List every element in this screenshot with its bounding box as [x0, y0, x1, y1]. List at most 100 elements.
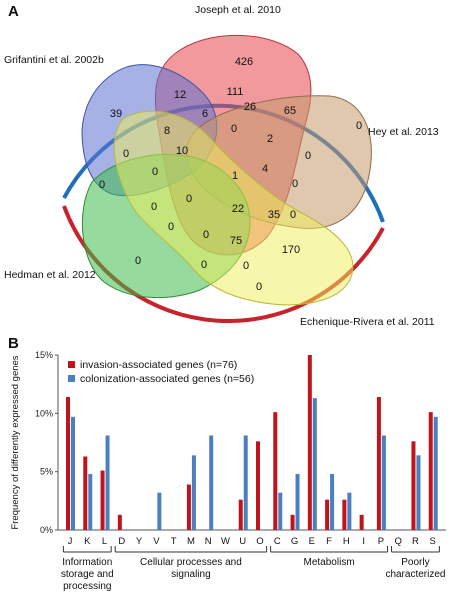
- bar-colonization-V: [157, 492, 162, 530]
- x-tick-label: N: [205, 536, 212, 547]
- y-tick-label: 15%: [35, 350, 53, 360]
- x-tick-label: V: [153, 536, 160, 547]
- bar-colonization-J: [71, 416, 75, 530]
- set-label-grifantini: Grifantini et al. 2002b: [4, 54, 104, 66]
- group-label: Metabolism: [304, 557, 355, 568]
- set-label-hey: Hey et al. 2013: [368, 126, 439, 138]
- venn-count: 0: [152, 166, 158, 178]
- group-label: processing: [63, 581, 111, 592]
- y-tick-label: 5%: [40, 467, 53, 477]
- set-label-hedman: Hedman et al. 2012: [4, 269, 96, 281]
- group-label: Information: [62, 557, 112, 568]
- x-tick-label: G: [291, 536, 298, 547]
- venn-count: 0: [99, 179, 105, 191]
- x-tick-label: J: [68, 536, 73, 547]
- venn-count: 111: [227, 86, 244, 98]
- x-tick-label: H: [343, 536, 350, 547]
- venn-diagram: Joseph et al. 2010 Grifantini et al. 200…: [4, 4, 439, 328]
- venn-count: 75: [230, 235, 242, 247]
- set-label-joseph: Joseph et al. 2010: [195, 4, 281, 16]
- venn-count: 0: [305, 150, 311, 162]
- venn-count: 39: [110, 108, 122, 120]
- venn-set-echenique: [113, 110, 354, 306]
- bar-colonization-U: [243, 435, 248, 530]
- venn-count: 4: [262, 163, 268, 175]
- group-label: Poorly: [401, 557, 429, 568]
- venn-count: 6: [202, 108, 208, 120]
- x-tick-label: M: [187, 536, 195, 547]
- bar-chart: 0% 5% 10% 15% Frequency of differently expre…: [10, 350, 446, 592]
- panel-a-label: A: [8, 3, 19, 20]
- x-tick-label: C: [274, 536, 281, 547]
- bar-invasion-P: [376, 397, 381, 530]
- bar-invasion-L: [100, 470, 105, 530]
- legend-swatch: [68, 375, 75, 382]
- bar-invasion-U: [238, 499, 243, 530]
- bar-colonization-F: [330, 474, 335, 530]
- bar-colonization-L: [105, 435, 110, 530]
- x-tick-label: W: [221, 536, 230, 547]
- bar-invasion-C: [273, 412, 278, 530]
- bar-colonization-S: [433, 416, 438, 530]
- venn-count: 0: [168, 221, 174, 233]
- panel-b-label: B: [8, 335, 19, 352]
- venn-count: 0: [201, 259, 207, 271]
- venn-count: 0: [256, 281, 262, 293]
- venn-count: 10: [176, 145, 188, 157]
- set-label-echenique: Echenique-Rivera et al. 2011: [300, 316, 435, 328]
- bar-colonization-E: [312, 398, 317, 530]
- bar-colonization-R: [416, 455, 421, 530]
- bar-colonization-N: [209, 435, 214, 530]
- x-tick-label: I: [362, 536, 365, 547]
- x-tick-label: Q: [394, 536, 401, 547]
- bar-colonization-P: [381, 435, 386, 530]
- legend-label: invasion-associated genes (n=76): [80, 359, 237, 371]
- bar-invasion-O: [256, 441, 260, 530]
- venn-count: 1: [232, 170, 238, 182]
- y-axis-label: Frequency of differently expressed genes: [10, 355, 21, 529]
- venn-count: 35: [268, 209, 280, 221]
- venn-count: 0: [290, 209, 296, 221]
- group-label: storage and: [61, 569, 114, 580]
- venn-count: 22: [232, 203, 244, 215]
- group-label: characterized: [385, 569, 445, 580]
- bar-colonization-K: [88, 474, 93, 530]
- x-tick-label: K: [84, 536, 91, 547]
- venn-count: 0: [231, 123, 237, 135]
- venn-count: 65: [284, 105, 296, 117]
- group-label: Cellular processes and: [140, 557, 242, 568]
- bar-colonization-G: [295, 474, 300, 530]
- venn-count: 0: [135, 255, 141, 267]
- venn-count: 0: [292, 178, 298, 190]
- group-label: signaling: [171, 569, 210, 580]
- x-tick-label: L: [102, 536, 107, 547]
- legend-swatch: [68, 361, 75, 368]
- x-tick-label: Y: [136, 536, 143, 547]
- venn-count: 426: [235, 56, 253, 68]
- bar-invasion-J: [66, 397, 70, 530]
- y-tick-label: 0%: [40, 525, 53, 535]
- x-tick-label: E: [309, 536, 315, 547]
- x-tick-label: R: [412, 536, 419, 547]
- bar-invasion-H: [342, 499, 347, 530]
- x-tick-label: D: [118, 536, 125, 547]
- bar-invasion-G: [290, 514, 295, 530]
- venn-count: 0: [356, 120, 362, 132]
- bar-colonization-M: [191, 455, 196, 530]
- venn-count: 0: [151, 201, 157, 213]
- venn-count: 0: [186, 193, 192, 205]
- legend-label: colonization-associated genes (n=56): [80, 373, 254, 385]
- x-tick-label: S: [430, 536, 436, 547]
- bar-colonization-H: [347, 492, 352, 530]
- bar-invasion-S: [428, 412, 433, 530]
- bar-invasion-R: [411, 441, 416, 530]
- venn-count: 12: [174, 89, 186, 101]
- bar-invasion-F: [325, 499, 330, 530]
- venn-count: 0: [243, 260, 249, 272]
- venn-count: 2: [267, 133, 273, 145]
- venn-count: 0: [203, 229, 209, 241]
- bar-invasion-I: [359, 514, 364, 530]
- x-tick-label: U: [239, 536, 246, 547]
- x-tick-label: P: [378, 536, 384, 547]
